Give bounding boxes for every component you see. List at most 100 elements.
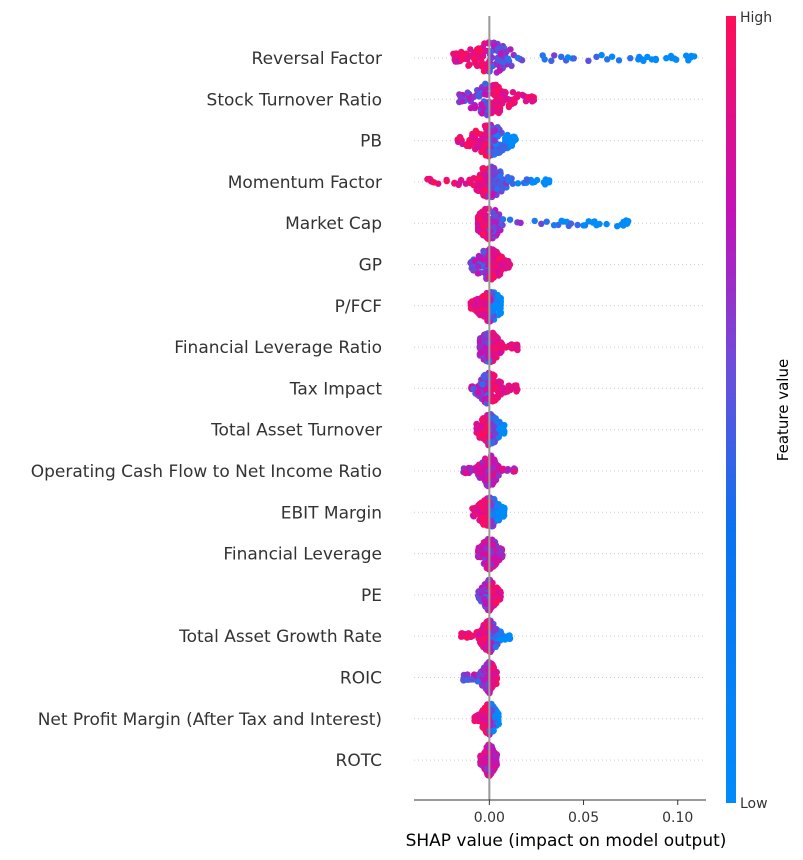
shap-point <box>491 752 498 759</box>
shap-point <box>489 191 496 199</box>
shap-point <box>482 600 490 608</box>
shap-point <box>499 185 506 192</box>
shap-point <box>474 678 481 685</box>
feature-label: Tax Impact <box>289 379 383 399</box>
shap-point <box>564 54 572 61</box>
shap-point <box>475 310 483 317</box>
shap-point <box>483 456 490 464</box>
shap-point <box>478 641 485 648</box>
shap-point <box>481 429 489 436</box>
shap-point <box>574 221 581 229</box>
beeswarm-points <box>424 39 698 779</box>
shap-point <box>475 141 482 148</box>
shap-point <box>598 51 605 59</box>
shap-point <box>480 465 487 472</box>
shap-point <box>476 175 483 182</box>
shap-point <box>475 187 482 194</box>
shap-point <box>477 216 484 223</box>
shap-point <box>455 180 463 187</box>
shap-point <box>475 45 482 52</box>
shap-point <box>506 216 514 223</box>
shap-point <box>504 466 512 473</box>
shap-point <box>497 173 504 180</box>
shap-point <box>479 587 486 594</box>
shap-point <box>495 472 502 479</box>
shap-point <box>481 374 488 381</box>
shap-point <box>550 222 558 229</box>
shap-point <box>491 430 498 437</box>
shap-point <box>482 312 489 320</box>
x-tick-label: 0.05 <box>568 810 599 826</box>
shap-point <box>502 344 510 351</box>
shap-point <box>492 87 500 94</box>
shap-point <box>481 91 488 98</box>
shap-point <box>475 252 482 260</box>
shap-point <box>468 140 475 147</box>
shap-point <box>483 385 490 393</box>
shap-point <box>496 179 504 187</box>
feature-label: Total Asset Growth Rate <box>178 627 382 647</box>
colorbar-high-label: High <box>740 10 772 26</box>
shap-point <box>479 135 486 142</box>
shap-point <box>503 49 510 56</box>
shap-point <box>493 345 501 352</box>
shap-point <box>503 264 511 271</box>
shap-point <box>475 389 482 396</box>
shap-point <box>545 179 553 186</box>
shap-point <box>593 53 600 60</box>
shap-point <box>499 503 506 511</box>
feature-label: P/FCF <box>335 297 382 317</box>
shap-point <box>604 56 611 63</box>
shap-point <box>492 396 499 403</box>
feature-label: ROTC <box>336 751 382 771</box>
shap-point <box>497 341 505 348</box>
shap-point <box>489 681 496 688</box>
shap-point <box>468 676 475 683</box>
shap-point <box>481 186 488 193</box>
shap-point <box>504 388 511 395</box>
shap-point <box>480 595 488 603</box>
shap-point <box>470 175 478 182</box>
shap-point <box>480 499 488 506</box>
shap-point <box>497 589 504 597</box>
shap-point <box>492 643 499 650</box>
shap-point <box>509 180 516 187</box>
shap-point <box>480 208 488 216</box>
shap-point <box>491 98 499 106</box>
shap-point <box>482 643 490 650</box>
shap-point <box>464 89 471 96</box>
shap-point <box>482 219 489 226</box>
colorbar-low-label: Low <box>740 796 768 812</box>
shap-point <box>474 224 482 232</box>
shap-point <box>482 416 490 423</box>
shap-point <box>463 142 470 149</box>
shap-point <box>477 302 485 309</box>
shap-point <box>687 54 694 61</box>
shap-point <box>673 56 680 63</box>
shap-point <box>495 57 503 64</box>
shap-point <box>481 141 488 149</box>
shap-point <box>482 545 490 552</box>
shap-point <box>475 263 482 270</box>
shap-point <box>482 685 489 692</box>
shap-point <box>467 46 474 53</box>
shap-point <box>480 105 487 112</box>
shap-point <box>489 219 496 226</box>
shap-point <box>470 506 477 513</box>
shap-point <box>663 55 670 62</box>
shap-point <box>479 550 487 557</box>
shap-point <box>480 248 487 256</box>
feature-label: EBIT Margin <box>281 503 382 523</box>
shap-point <box>614 223 621 230</box>
x-tick-label: 0.10 <box>662 810 693 826</box>
shap-point <box>512 344 520 351</box>
shap-point <box>558 53 565 60</box>
shap-point <box>505 96 512 103</box>
feature-label: Total Asset Turnover <box>210 421 382 441</box>
feature-label: Financial Leverage <box>223 545 382 565</box>
shap-point <box>551 52 558 59</box>
shap-point <box>515 91 522 98</box>
shap-point <box>489 464 496 472</box>
shap-point <box>461 50 468 58</box>
